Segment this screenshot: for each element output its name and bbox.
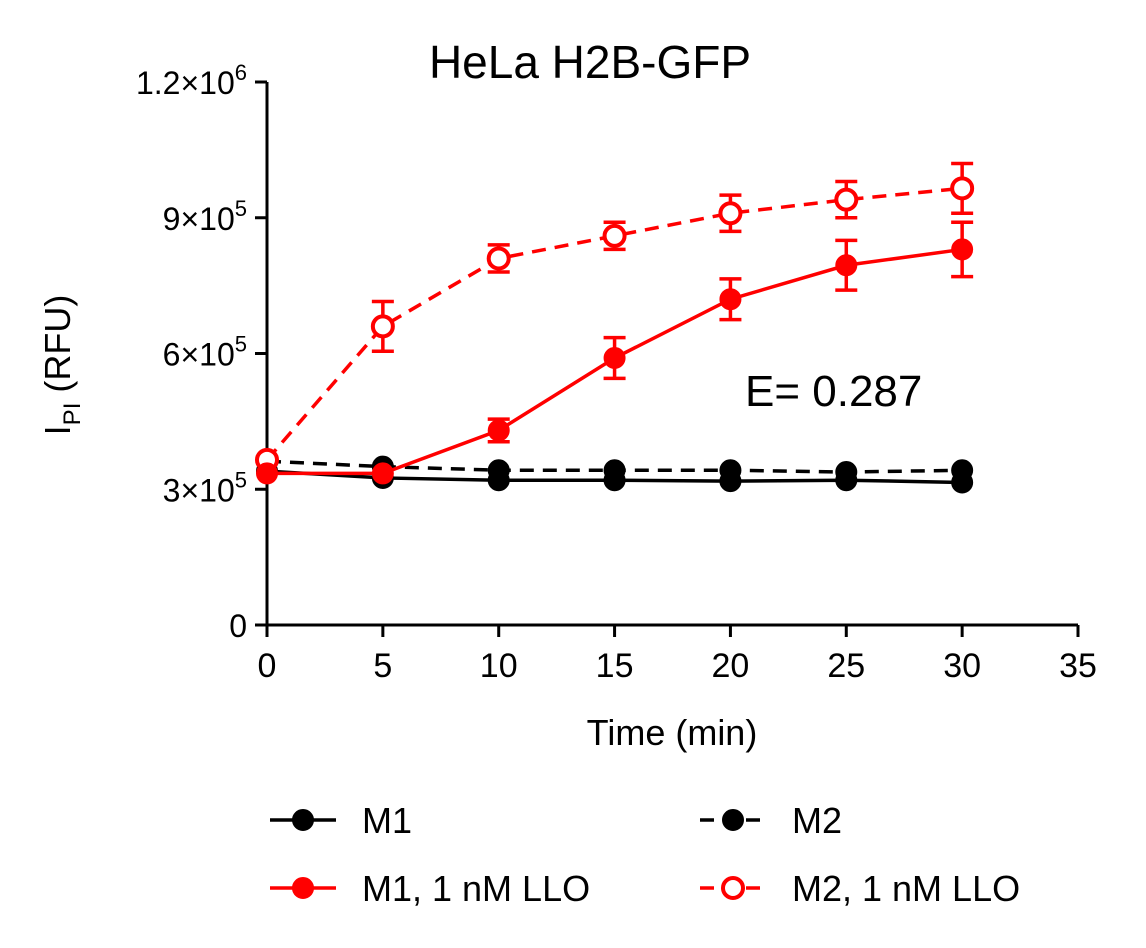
data-point	[370, 314, 395, 339]
legend-item: M2	[700, 800, 842, 841]
data-point	[834, 187, 859, 212]
data-point	[371, 462, 394, 485]
x-axis-title: Time (min)	[587, 712, 758, 753]
x-tick-label: 30	[943, 647, 981, 685]
data-point	[951, 238, 974, 261]
legend-label: M1, 1 nM LLO	[362, 868, 590, 909]
legend-label: M1	[362, 800, 412, 841]
data-point	[951, 471, 974, 494]
data-point	[602, 223, 627, 248]
data-point	[719, 288, 742, 311]
legend: M1 M2 M1, 1 nM LLO M2, 1 nM LLO	[270, 800, 1020, 909]
series-m1-1-nm-llo	[256, 220, 974, 485]
legend-swatch-marker	[721, 876, 745, 900]
svg-text:IPI(RFU): IPI (RFU)	[37, 295, 86, 436]
x-tick-label: 35	[1059, 647, 1097, 685]
legend-label: M2, 1 nM LLO	[792, 868, 1020, 909]
y-tick-label: 3×105	[163, 467, 247, 508]
data-point	[950, 176, 975, 201]
x-tick-label: 0	[258, 647, 277, 685]
y-tick-label: 9×105	[163, 196, 247, 237]
x-tick-label: 20	[712, 647, 750, 685]
y-tick-exponent: 5	[235, 467, 247, 492]
series-m2-1-nm-llo	[255, 161, 975, 472]
y-axis-title: IPI (RFU)	[37, 295, 86, 436]
data-point	[256, 462, 278, 485]
y-tick-exponent: 6	[235, 60, 247, 85]
data-point	[835, 469, 858, 492]
legend-swatch-marker	[292, 809, 314, 831]
legend-swatch-marker	[292, 877, 314, 899]
legend-label: M2	[792, 800, 842, 841]
y-axis-title-sub: PI	[59, 403, 86, 426]
data-point	[487, 469, 510, 492]
y-tick-mantissa: 1.2×10	[136, 65, 235, 101]
legend-swatch-marker	[722, 809, 744, 831]
y-tick-mantissa: 3×10	[163, 472, 235, 508]
chart-title: HeLa H2B-GFP	[429, 36, 751, 88]
series-layer	[255, 161, 975, 494]
y-tick-mantissa: 0	[229, 608, 247, 644]
data-point	[719, 470, 742, 493]
data-point	[835, 254, 858, 277]
data-point	[718, 201, 743, 226]
y-tick-label: 1.2×106	[136, 60, 247, 101]
y-tick-exponent: 5	[235, 332, 247, 357]
x-tick-label: 10	[480, 647, 518, 685]
data-point	[603, 347, 626, 370]
efficiency-annotation: E= 0.287	[745, 367, 922, 416]
y-tick-exponent: 5	[235, 196, 247, 221]
data-point	[487, 419, 510, 442]
legend-item: M1	[270, 800, 412, 841]
x-tick-label: 15	[596, 647, 634, 685]
data-point	[486, 246, 511, 271]
legend-item: M2, 1 nM LLO	[700, 868, 1020, 909]
legend-item: M1, 1 nM LLO	[270, 868, 590, 909]
x-tick-label: 5	[373, 647, 392, 685]
y-axis-title-unit: (RFU)	[37, 295, 78, 393]
data-point	[603, 469, 626, 492]
y-tick-mantissa: 9×10	[163, 201, 235, 237]
y-tick-mantissa: 6×10	[163, 337, 235, 373]
y-axis-title-main: I	[37, 425, 78, 435]
y-tick-label: 6×105	[163, 332, 247, 373]
x-tick-label: 25	[827, 647, 865, 685]
y-tick-label: 0	[229, 608, 247, 644]
